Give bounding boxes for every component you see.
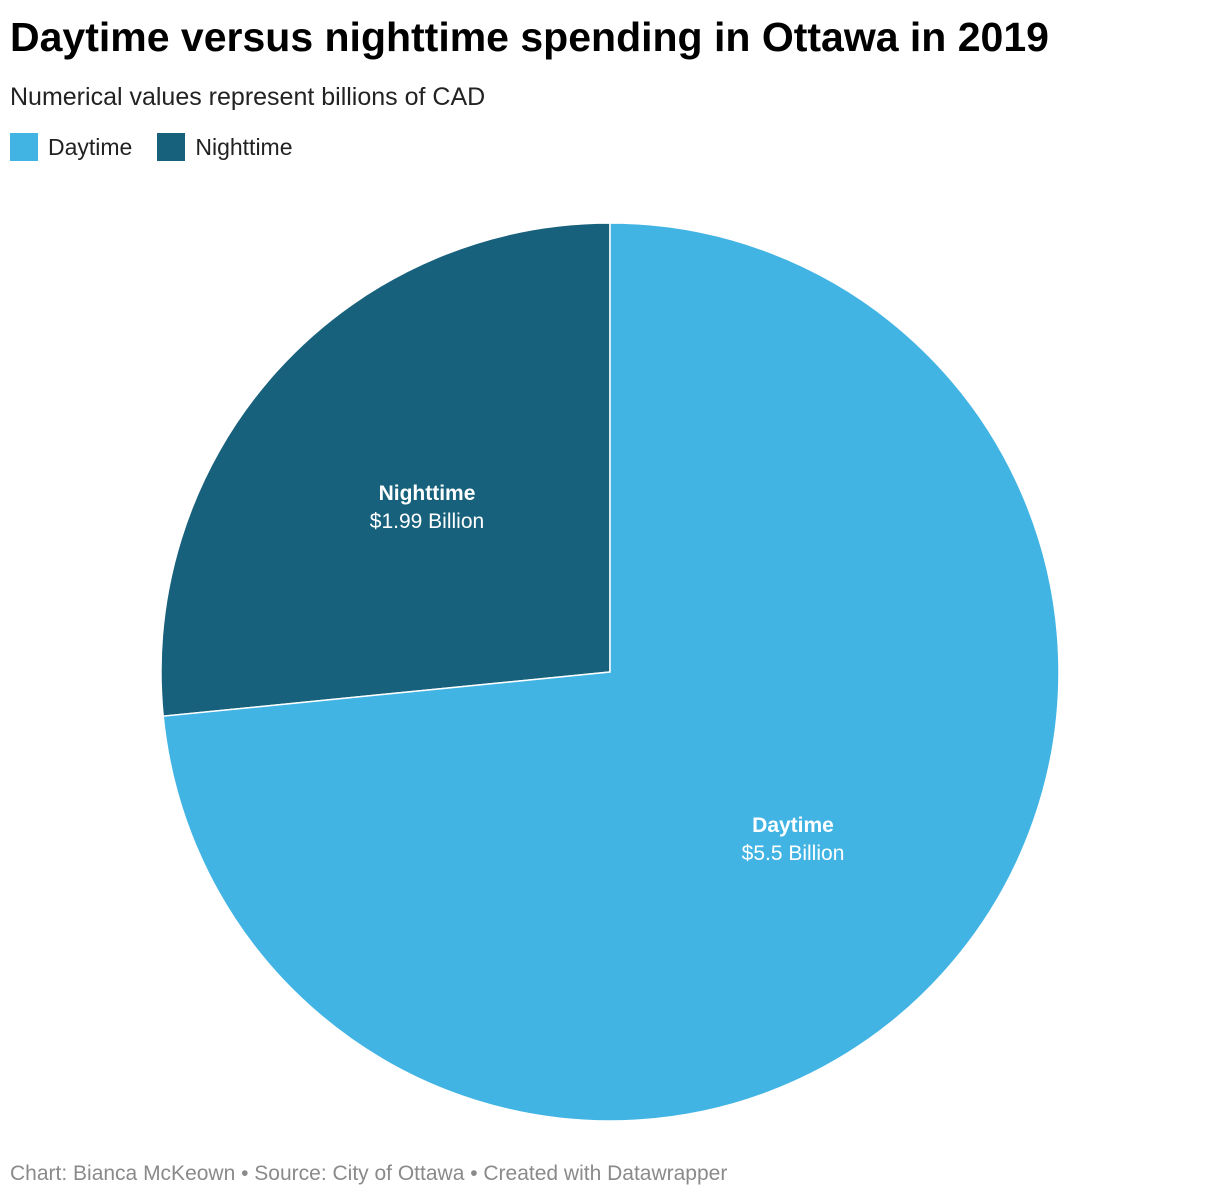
slice-label-daytime: Daytime <box>752 814 834 837</box>
chart-footer: Chart: Bianca McKeown • Source: City of … <box>10 1162 728 1185</box>
pie-slice-daytime <box>162 222 1060 1122</box>
legend-item-nighttime: Nighttime <box>157 133 293 161</box>
legend-label-nighttime: Nighttime <box>195 133 293 160</box>
legend-swatch-nighttime <box>157 133 186 161</box>
legend: Daytime Nighttime <box>10 133 318 161</box>
legend-item-daytime: Daytime <box>10 133 132 161</box>
chart-title: Daytime versus nighttime spending in Ott… <box>10 14 1049 60</box>
chart-subtitle: Numerical values represent billions of C… <box>10 83 486 111</box>
slice-value-nighttime: $1.99 Billion <box>370 510 484 533</box>
legend-label-daytime: Daytime <box>48 133 133 160</box>
slice-value-daytime: $5.5 Billion <box>742 842 845 865</box>
pie-slice-nighttime <box>160 222 611 718</box>
legend-swatch-daytime <box>10 133 38 161</box>
slice-label-nighttime: Nighttime <box>379 482 476 505</box>
